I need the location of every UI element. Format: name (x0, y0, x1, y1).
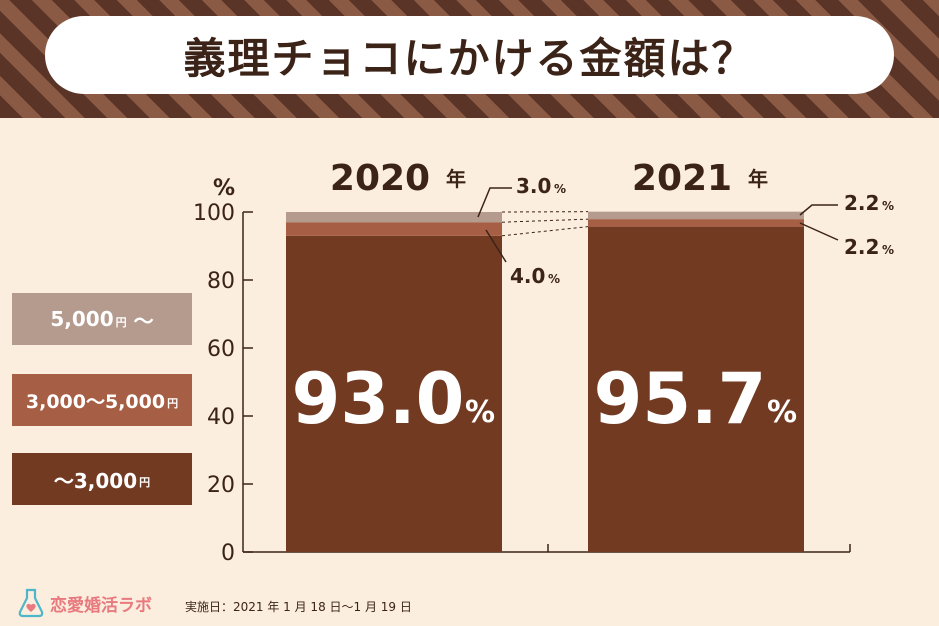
legend-unit: 円 (115, 316, 127, 329)
bar-segment (286, 212, 502, 223)
connector-line (501, 226, 589, 237)
x-category-label: 2021 (632, 158, 732, 199)
survey-date-note: 実施日：2021 年 1 月 18 日〜1 月 19 日 (185, 600, 412, 614)
bar-segment (286, 222, 502, 236)
legend-item-5000-over: 5,000 円 〜 (12, 293, 192, 345)
legend-unit: 円 (139, 476, 151, 489)
callout-2020-mid-label: 4.0 (510, 264, 545, 288)
callout-2020-mid-percent: % (548, 272, 560, 286)
legend-label: 〜3,000 (53, 468, 138, 493)
bar-segment (286, 235, 502, 553)
legend-suffix: 〜 (126, 308, 154, 333)
callout-2020-top-label: 3.0 (516, 174, 551, 198)
callout-2020-top-leader (477, 187, 512, 218)
legend-item-under-3000: 〜3,000 円 (12, 453, 192, 505)
callout-2021-top-percent: % (882, 199, 894, 213)
bar-segment (588, 211, 804, 220)
connector-line (501, 218, 589, 223)
legend-label: 5,000 (50, 307, 114, 331)
x-category-label: 2020 (330, 158, 430, 199)
bar-value-percent: % (465, 395, 495, 430)
bar-value-label: 95.7 (594, 358, 767, 440)
callout-2021-top-label: 2.2 (844, 191, 879, 215)
bar-value-label: 93.0 (292, 358, 465, 440)
y-axis-unit-label: % (213, 176, 235, 201)
y-tick-label: 0 (221, 541, 235, 566)
callout-2021-mid-percent: % (882, 243, 894, 257)
legend-label: 3,000〜5,000 (25, 390, 166, 413)
logo-text: 恋愛婚活ラボ (50, 595, 152, 616)
callout-2020-top-percent: % (554, 182, 566, 196)
footer-logo: 恋愛婚活ラボ (18, 588, 152, 618)
legend-unit: 円 (167, 397, 179, 410)
y-tick-label: 20 (207, 473, 235, 498)
y-tick-label: 100 (193, 201, 235, 226)
callout-2020-mid-leader (485, 229, 507, 263)
callout-2021-mid-label: 2.2 (844, 235, 879, 259)
y-tick-label: 80 (207, 269, 235, 294)
y-tick-label: 60 (207, 337, 235, 362)
x-category-suffix: 年 (748, 167, 768, 191)
flask-heart-icon (18, 588, 44, 618)
bar-value-percent: % (767, 395, 797, 430)
x-category-suffix: 年 (446, 167, 466, 191)
header-banner: 義理チョコにかける金額は？ (0, 0, 939, 118)
page-title: 義理チョコにかける金額は？ (45, 16, 894, 94)
bar-segment (588, 219, 804, 227)
bar-segment (588, 226, 804, 552)
legend-item-3000-5000: 3,000〜5,000 円 (12, 374, 192, 426)
callout-2021-top-leader (799, 204, 838, 216)
callout-2021-mid-leader (799, 222, 839, 241)
y-tick-label: 40 (207, 405, 235, 430)
